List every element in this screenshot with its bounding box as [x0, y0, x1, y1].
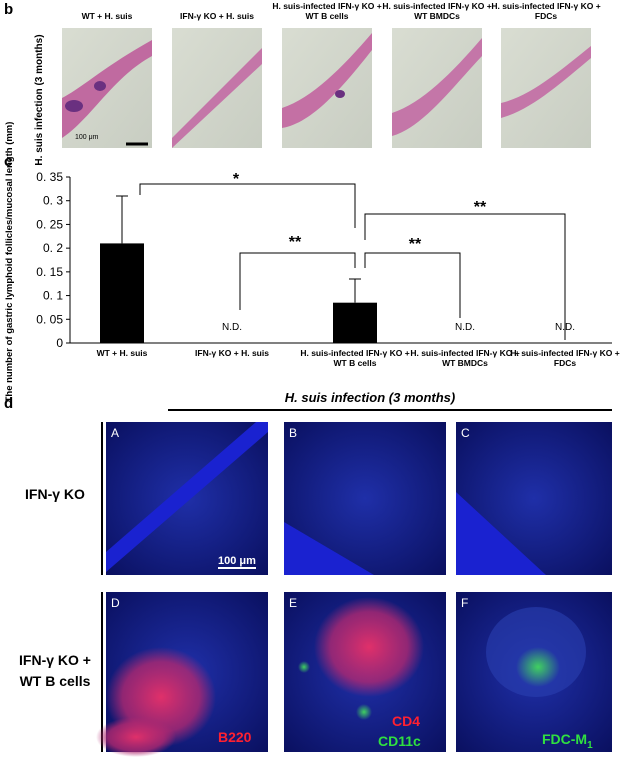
panel-letter: E [289, 596, 297, 610]
stain-label: FDC-M1 [542, 731, 593, 751]
panel-letter: A [111, 426, 119, 440]
y-tick-label: 0. 2 [43, 241, 63, 255]
y-tick-label: 0. 1 [43, 289, 63, 303]
stain-subscript: 1 [587, 740, 593, 751]
column-header: H. suis-infected IFN-γ KO + WT B cells [272, 1, 382, 21]
value-label: N.D. [222, 322, 242, 333]
panel-letter: F [461, 596, 468, 610]
panel-label: b [4, 1, 13, 18]
significance-bracket [239, 252, 356, 310]
y-axis-label: The number of gastric lymphoid follicles… [4, 122, 15, 403]
row-label: IFN-γ KO [25, 486, 85, 502]
scale-bar-label: 100 μm [75, 134, 99, 141]
histology-images [62, 28, 591, 148]
panel-letter: D [111, 596, 120, 610]
significance-bracket [364, 213, 566, 340]
y-tick-label: 0 [56, 336, 63, 350]
x-tick-label: H. suis-infected IFN-γ KO + FDCs [510, 348, 620, 368]
significance-label: ** [289, 234, 302, 251]
stain-label: CD11c [378, 733, 421, 749]
significance-label: ** [474, 199, 487, 216]
y-tick-label: 0. 15 [36, 265, 63, 279]
panel-letter: C [461, 426, 470, 440]
x-tick-label: WT + H. suis [96, 348, 148, 358]
panel-label: c [4, 153, 12, 170]
column-header: H. suis-infected IFN-γ KO + FDCs [491, 1, 601, 21]
row-label: H. suis infection (3 months) [34, 34, 45, 165]
significance-bracket [139, 183, 356, 228]
stain-text: FDC-M [542, 731, 587, 747]
significance-label: * [233, 171, 240, 188]
x-tick-label: H. suis-infected IFN-γ KO + WT B cells [300, 348, 410, 368]
column-header: WT + H. suis [81, 11, 133, 21]
stain-label: B220 [218, 729, 252, 745]
value-label: N.D. [455, 322, 475, 333]
stain-label: CD4 [392, 713, 420, 729]
column-header: H. suis-infected IFN-γ KO + WT BMDCs [382, 1, 492, 21]
panel-label: d [4, 395, 13, 412]
error-bar [349, 278, 361, 303]
scale-bar-label: 100 μm [218, 555, 256, 567]
error-bar [116, 195, 128, 244]
fluorescence-images [96, 409, 612, 757]
column-header: IFN-γ KO + H. suis [180, 11, 254, 21]
row-label: IFN-γ KO + WT B cells [19, 652, 91, 689]
y-tick-label: 0. 25 [36, 217, 63, 231]
bar [100, 243, 144, 343]
panel-title: H. suis infection (3 months) [285, 390, 455, 405]
y-tick-label: 0. 3 [43, 194, 63, 208]
x-tick-label: H. suis-infected IFN-γ KO + WT BMDCs [410, 348, 520, 368]
significance-bracket [364, 252, 461, 318]
panel-letter: B [289, 426, 297, 440]
y-tick-label: 0. 35 [36, 170, 63, 184]
bar [333, 302, 377, 343]
x-tick-label: IFN-γ KO + H. suis [195, 348, 269, 358]
y-tick-label: 0. 05 [36, 312, 63, 326]
significance-label: ** [409, 236, 422, 253]
